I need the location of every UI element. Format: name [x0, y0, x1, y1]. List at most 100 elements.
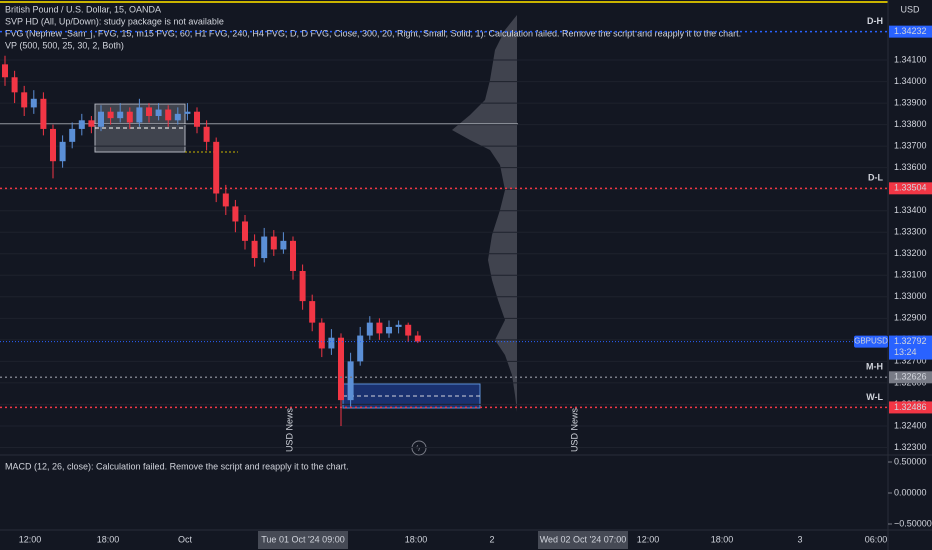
candle-body	[117, 111, 124, 119]
candle-body	[405, 324, 412, 336]
level-tag	[889, 25, 932, 38]
x-tick-label: 12:00	[637, 534, 660, 544]
macd-title: MACD (12, 26, close): Calculation failed…	[5, 461, 349, 471]
candle-body	[203, 126, 210, 142]
candle-body	[213, 141, 220, 194]
macd-tick-label: 0.50000	[894, 456, 927, 466]
candle-body	[88, 120, 95, 127]
candle-body	[126, 111, 133, 123]
last-price: 1.32792	[894, 336, 927, 346]
candle-body	[78, 120, 85, 129]
candle-body	[347, 361, 354, 401]
candle-body	[290, 240, 296, 271]
y-tick-label: 1.33000	[894, 291, 927, 301]
level-price: 1.34232	[894, 26, 927, 36]
candle-body	[328, 337, 335, 349]
candle-body	[251, 240, 258, 259]
crosshair-tag	[258, 531, 348, 549]
symbol-name: GBPUSD	[854, 337, 888, 346]
macd-tick-label: −0.50000	[894, 518, 932, 528]
y-tick-label: 1.33100	[894, 270, 927, 280]
news-annotation: USD News	[569, 408, 579, 453]
last-price-tag	[889, 335, 932, 360]
symbol-title: British Pound / U.S. Dollar, 15, OANDA	[5, 4, 161, 14]
y-tick-label: 1.33400	[894, 205, 927, 215]
y-tick-label: 1.33300	[894, 227, 927, 237]
macd-tick-label: 0.00000	[894, 487, 927, 497]
crosshair-label: Wed 02 Oct '24 07:00	[540, 534, 627, 544]
x-tick-label: Oct	[178, 534, 193, 544]
y-tick-label: 1.33800	[894, 119, 927, 129]
y-tick-label: 1.33700	[894, 141, 927, 151]
candle-body	[309, 301, 316, 323]
y-tick-label: 1.33200	[894, 248, 927, 258]
candle-body	[280, 240, 287, 250]
indicator-label: SVP HD (All, Up/Down): study package is …	[5, 16, 224, 26]
x-tick-label: 18:00	[97, 534, 120, 544]
level-tag	[889, 371, 932, 384]
crosshair-tag	[538, 531, 628, 549]
symbol-tag	[854, 335, 888, 348]
level-tag	[889, 182, 932, 195]
y-tick-label: 1.32400	[894, 420, 927, 430]
candle-body	[414, 335, 421, 342]
level-name: M-H	[866, 362, 883, 372]
candle-body	[242, 221, 248, 241]
candle-body	[338, 337, 344, 401]
candle-body	[98, 111, 104, 127]
candle-body	[155, 109, 162, 117]
level-tag	[889, 401, 932, 414]
candle-body	[11, 77, 18, 93]
candle-body	[261, 236, 268, 259]
candle-body	[222, 193, 229, 207]
level-price: 1.32626	[894, 372, 927, 382]
candle-body	[184, 111, 191, 114]
candle-body	[232, 206, 239, 222]
candle-body	[174, 113, 181, 121]
crosshair-label: Tue 01 Oct '24 09:00	[261, 534, 344, 544]
candle-body	[146, 107, 152, 117]
level-price: 1.33504	[894, 183, 927, 193]
candle-body	[2, 64, 8, 78]
level-price: 1.32486	[894, 402, 927, 412]
y-tick-label: 1.33900	[894, 97, 927, 107]
candle-body	[136, 107, 143, 123]
candle-body	[395, 324, 402, 327]
candle-body	[69, 128, 76, 142]
candle-body	[40, 98, 47, 129]
news-annotation: USD News	[284, 408, 294, 453]
countdown: 13:24	[894, 347, 917, 357]
y-tick-label: 1.34100	[894, 54, 927, 64]
y-tick-label: 1.32700	[894, 356, 927, 366]
x-tick-label: 12:00	[19, 534, 42, 544]
level-name: W-L	[866, 392, 883, 402]
x-tick-label: 3	[797, 534, 802, 544]
candle-body	[21, 92, 28, 108]
y-tick-label: 1.32300	[894, 442, 927, 452]
x-tick-label: 18:00	[405, 534, 428, 544]
y-tick-label: 1.32900	[894, 313, 927, 323]
lightning-glyph: ϟ	[416, 444, 421, 453]
y-tick-label: 1.34000	[894, 76, 927, 86]
candle-body	[107, 111, 114, 119]
lightning-icon[interactable]	[411, 440, 427, 456]
level-name: D-L	[868, 173, 883, 183]
x-tick-label: 2	[489, 534, 494, 544]
candle-body	[59, 141, 66, 162]
x-tick-label: 18:00	[711, 534, 734, 544]
volume-profile	[452, 15, 517, 412]
candle-body	[386, 326, 392, 334]
x-tick-label: 06:00	[865, 534, 888, 544]
candle-body	[270, 236, 277, 250]
candle-body	[376, 322, 383, 334]
candle-body	[50, 128, 56, 162]
candle-body	[194, 111, 200, 127]
indicator-label: FVG (Nephew_Sam_|, FVG, 15, m15 FVG, 60,…	[5, 28, 741, 38]
level-name: D-H	[867, 16, 883, 26]
candle-body	[357, 335, 364, 362]
currency[interactable]: USD	[900, 4, 920, 14]
candle-body	[299, 270, 306, 302]
candle-body	[318, 322, 325, 349]
candle-body	[30, 98, 37, 108]
